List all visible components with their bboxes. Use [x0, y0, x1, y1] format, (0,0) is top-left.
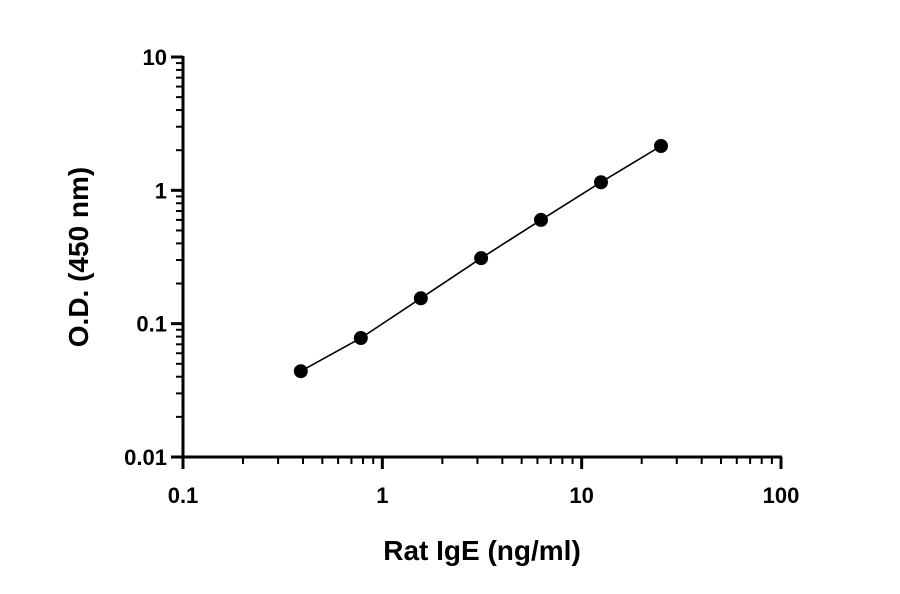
- series-layer: [293, 139, 668, 379]
- data-point: [653, 139, 668, 154]
- y-tick-label: 0.1: [136, 312, 167, 337]
- y-axis-tick-labels: 0.01 0.1 1 10: [124, 45, 167, 470]
- x-axis-ticks: [181, 457, 783, 469]
- data-point: [474, 251, 489, 266]
- data-point: [593, 175, 608, 190]
- x-tick-label: 0.1: [168, 483, 199, 508]
- data-point: [293, 364, 308, 379]
- y-axis-title: O.D. (450 nm): [63, 167, 94, 347]
- x-tick-label: 10: [569, 483, 593, 508]
- y-tick-label: 0.01: [124, 445, 167, 470]
- y-tick-label: 10: [143, 45, 167, 70]
- y-axis-ticks: [171, 55, 183, 459]
- y-tick-label: 1: [155, 178, 167, 203]
- x-tick-label: 1: [376, 483, 388, 508]
- x-axis-tick-labels: 0.1 1 10 100: [168, 483, 800, 508]
- data-point: [533, 212, 548, 227]
- data-point: [353, 331, 368, 346]
- data-point: [413, 291, 428, 306]
- x-axis-title: Rat IgE (ng/ml): [383, 535, 581, 566]
- x-tick-label: 100: [763, 483, 800, 508]
